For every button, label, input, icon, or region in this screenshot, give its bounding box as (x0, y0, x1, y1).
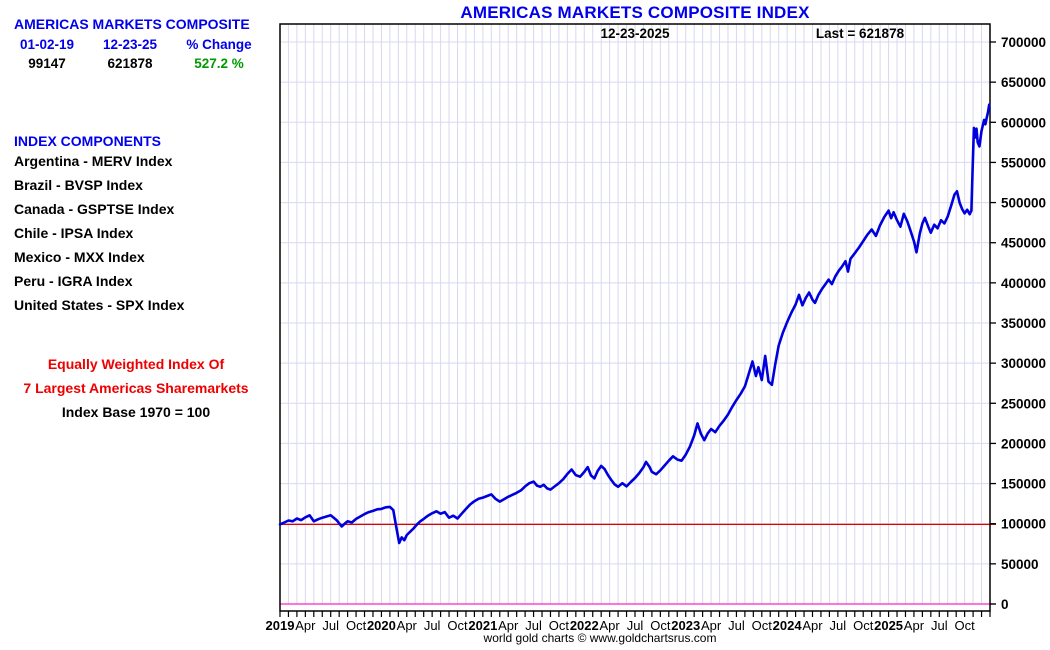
x-tick-year-label: 2021 (468, 618, 497, 633)
y-tick-label: 50000 (1001, 557, 1039, 572)
index-components-list: INDEX COMPONENTS Argentina - MERV Index … (14, 133, 184, 321)
index-notes: Equally Weighted Index Of 7 Largest Amer… (0, 352, 272, 424)
x-tick-year-label: 2024 (773, 618, 803, 633)
start-value: 99147 (28, 56, 66, 71)
component-peru: Peru - IGRA Index (14, 273, 133, 289)
reference-lines (280, 523, 996, 605)
y-tick-label: 650000 (1001, 75, 1046, 90)
y-tick-label: 200000 (1001, 436, 1046, 451)
x-tick-month-label: Oct (346, 618, 367, 633)
plot-border (279, 23, 991, 612)
vertical-gridlines (287, 24, 983, 604)
x-tick-year-label: 2022 (570, 618, 599, 633)
end-value: 621878 (107, 56, 153, 71)
component-mexico: Mexico - MXX Index (14, 249, 145, 265)
x-tick-month-label: Jul (627, 618, 644, 633)
y-tick-label: 100000 (1001, 517, 1046, 532)
x-tick-month-label: Oct (752, 618, 773, 633)
chart-date-label: 12-23-2025 (600, 26, 670, 41)
x-tick-month-label: Apr (295, 618, 316, 633)
note-index-base: Index Base 1970 = 100 (61, 404, 211, 420)
change-label: % Change (186, 37, 252, 52)
footer-attribution: world gold charts © www.goldchartsrus.co… (483, 631, 717, 645)
x-tick-month-label: Jul (424, 618, 441, 633)
x-tick-year-label: 2025 (874, 618, 903, 633)
index-summary-table: 01-02-19 12-23-25 % Change 99147 621878 … (8, 37, 264, 71)
x-tick-month-label: Apr (397, 618, 418, 633)
end-date: 12-23-25 (102, 37, 158, 52)
note-equally-weighted: Equally Weighted Index Of (47, 356, 225, 372)
x-tick-year-label: 2019 (266, 618, 295, 633)
component-united-states: United States - SPX Index (14, 297, 185, 313)
component-brazil: Brazil - BVSP Index (14, 177, 143, 193)
start-date: 01-02-19 (19, 37, 75, 52)
page-title: AMERICAS MARKETS COMPOSITE INDEX (460, 3, 810, 22)
x-tick-month-label: Jul (525, 618, 542, 633)
x-tick-month-label: Jul (728, 618, 745, 633)
x-tick-month-label: Jul (322, 618, 339, 633)
note-sharemarkets: 7 Largest Americas Sharemarkets (23, 380, 249, 396)
y-tick-label: 300000 (1001, 356, 1046, 371)
y-tick-label: 250000 (1001, 396, 1046, 411)
x-tick-month-label: Oct (447, 618, 468, 633)
horizontal-gridlines (280, 41, 990, 565)
percent-change: 527.2 % (194, 56, 244, 71)
component-canada: Canada - GSPTSE Index (14, 201, 175, 217)
y-tick-label: 600000 (1001, 115, 1046, 130)
x-tick-month-label: Oct (650, 618, 671, 633)
x-tick-month-label: Apr (701, 618, 722, 633)
y-tick-label: 350000 (1001, 316, 1046, 331)
x-tick-month-label: Oct (853, 618, 874, 633)
y-tick-label: 150000 (1001, 477, 1046, 492)
y-tick-label: 500000 (1001, 196, 1046, 211)
chart-last-value-label: Last = 621878 (815, 26, 905, 41)
y-tick-label: 400000 (1001, 276, 1046, 291)
x-tick-month-label: Oct (955, 618, 976, 633)
x-tick-month-label: Oct (549, 618, 570, 633)
x-axis: 2019 Apr Jul Oct 2020 Apr Jul Oct 2021 Apr Jul Oct 2… (266, 611, 991, 633)
x-tick-month-label: Apr (498, 618, 519, 633)
x-tick-month-label: Apr (904, 618, 925, 633)
y-tick-label: 450000 (1001, 236, 1046, 251)
price-line (278, 103, 991, 545)
x-tick-year-label: 2020 (367, 618, 396, 633)
x-tick-year-label: 2023 (671, 618, 700, 633)
y-tick-label: 0 (1001, 597, 1009, 612)
x-tick-month-label: Apr (600, 618, 621, 633)
x-tick-month-label: Apr (802, 618, 823, 633)
x-tick-month-label: Jul (830, 618, 847, 633)
components-heading: INDEX COMPONENTS (14, 133, 162, 149)
y-tick-label: 550000 (1001, 155, 1046, 170)
y-axis: 0 50000 100000 150000 200000 250000 300000 3500… (990, 35, 1046, 612)
component-chile: Chile - IPSA Index (14, 225, 134, 241)
x-tick-month-label: Jul (931, 618, 948, 633)
panel-heading: AMERICAS MARKETS COMPOSITE (14, 16, 250, 32)
y-tick-label: 700000 (1001, 35, 1046, 50)
component-argentina: Argentina - MERV Index (14, 153, 173, 169)
